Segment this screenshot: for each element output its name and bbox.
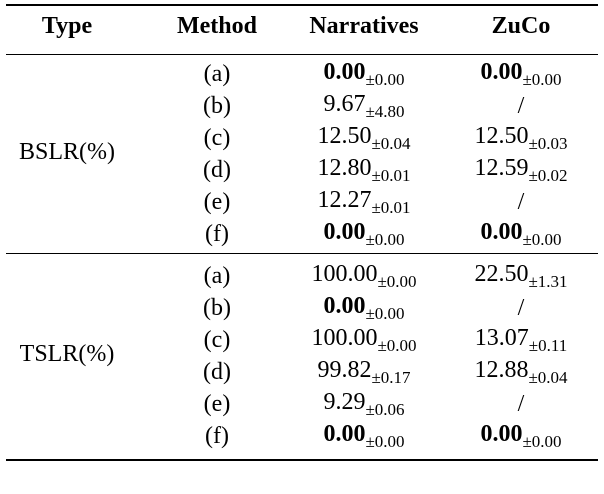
value: 12.50 (317, 123, 372, 149)
method-label: (c) (203, 327, 231, 353)
value: 100.00 (311, 261, 378, 287)
value: 0.00 (323, 219, 366, 245)
value-cell: 0.00±0.00 (323, 422, 404, 450)
bottom-rule (6, 459, 598, 461)
value: 0.00 (323, 421, 366, 447)
column-header: Type (41, 13, 93, 39)
value: / (517, 295, 525, 321)
std: ±0.00 (377, 272, 417, 291)
value: / (517, 189, 525, 215)
value: 13.07 (474, 325, 529, 351)
value-cell: 0.00±0.00 (323, 60, 404, 88)
value: / (517, 391, 525, 417)
std: ±0.00 (522, 230, 562, 249)
method-label: (d) (203, 359, 231, 385)
value-cell: 22.50±1.31 (474, 262, 567, 290)
value: 0.00 (323, 293, 366, 319)
value-cell: 12.80±0.01 (317, 156, 410, 184)
value-cell: / (518, 392, 525, 416)
column-header: Method (177, 13, 257, 39)
value-cell: 0.00±0.00 (323, 220, 404, 248)
group-rule (6, 253, 598, 254)
value-cell: 9.29±0.06 (323, 390, 404, 418)
std: ±0.00 (522, 432, 562, 451)
std: ±0.03 (528, 134, 568, 153)
method-label: (f) (205, 221, 229, 247)
type-label: TSLR(%) (19, 341, 115, 367)
method-label: (d) (203, 157, 231, 183)
column-header: Narratives (309, 13, 419, 39)
method-label: (a) (203, 263, 231, 289)
value: 12.59 (474, 155, 529, 181)
std: ±1.31 (528, 272, 568, 291)
value-cell: 12.50±0.03 (474, 124, 567, 152)
std: ±0.11 (528, 336, 568, 355)
value: / (517, 93, 525, 119)
value: 0.00 (480, 219, 523, 245)
value-cell: / (518, 94, 525, 118)
value-cell: 12.59±0.02 (474, 156, 567, 184)
method-label: (e) (203, 189, 231, 215)
value-cell: 12.88±0.04 (474, 358, 567, 386)
method-label: (f) (205, 423, 229, 449)
method-label: (b) (203, 93, 231, 119)
value-cell: 9.67±4.80 (323, 92, 404, 120)
std: ±0.02 (528, 166, 568, 185)
value-cell: / (518, 296, 525, 320)
method-label: (b) (203, 295, 231, 321)
std: ±0.00 (365, 304, 405, 323)
std: ±0.06 (365, 400, 405, 419)
header-rule (6, 54, 598, 55)
value-cell: / (518, 190, 525, 214)
value-cell: 12.27±0.01 (317, 188, 410, 216)
value: 99.82 (317, 357, 372, 383)
std: ±0.00 (365, 432, 405, 451)
value: 100.00 (311, 325, 378, 351)
value: 12.27 (317, 187, 372, 213)
value: 9.67 (323, 91, 366, 117)
std: ±0.04 (528, 368, 568, 387)
std: ±0.00 (377, 336, 417, 355)
value: 22.50 (474, 261, 529, 287)
value-cell: 0.00±0.00 (480, 60, 561, 88)
std: ±0.01 (371, 166, 411, 185)
value-cell: 12.50±0.04 (317, 124, 410, 152)
value: 12.88 (474, 357, 529, 383)
value: 12.50 (474, 123, 529, 149)
value-cell: 0.00±0.00 (480, 220, 561, 248)
value-cell: 0.00±0.00 (323, 294, 404, 322)
std: ±0.01 (371, 198, 411, 217)
method-label: (a) (203, 61, 231, 87)
std: ±0.04 (371, 134, 411, 153)
value-cell: 13.07±0.11 (475, 326, 567, 354)
value: 0.00 (480, 421, 523, 447)
value: 0.00 (480, 59, 523, 85)
std: ±0.17 (371, 368, 411, 387)
std: ±0.00 (522, 70, 562, 89)
value: 0.00 (323, 59, 366, 85)
method-label: (e) (203, 391, 231, 417)
method-label: (c) (203, 125, 231, 151)
value-cell: 100.00±0.00 (311, 326, 416, 354)
value: 12.80 (317, 155, 372, 181)
value-cell: 0.00±0.00 (480, 422, 561, 450)
std: ±4.80 (365, 102, 405, 121)
type-label: BSLR(%) (19, 139, 115, 165)
top-rule (6, 4, 598, 6)
std: ±0.00 (365, 70, 405, 89)
std: ±0.00 (365, 230, 405, 249)
value: 9.29 (323, 389, 366, 415)
value-cell: 99.82±0.17 (317, 358, 410, 386)
column-header: ZuCo (491, 13, 551, 39)
value-cell: 100.00±0.00 (311, 262, 416, 290)
